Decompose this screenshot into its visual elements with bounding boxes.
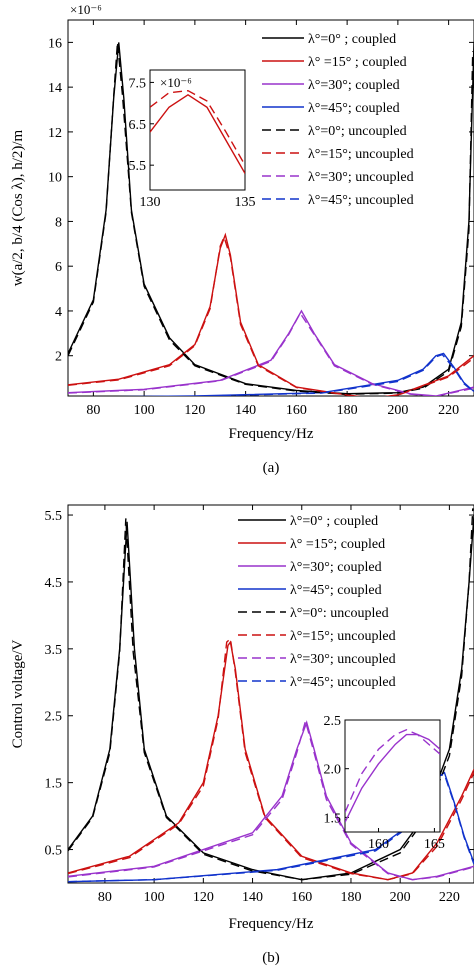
y-tick-label: 4.5 xyxy=(45,576,63,591)
legend-label: λ° =15° ; coupled xyxy=(308,55,407,70)
legend-label: λ°=0°; uncoupled xyxy=(308,124,407,139)
series-line-6 xyxy=(68,718,474,881)
legend-label: λ°=45°; coupled xyxy=(308,101,400,116)
x-tick-label: 140 xyxy=(235,403,256,418)
inset-y-tick-label: 2.0 xyxy=(324,763,342,778)
y-tick-label: 16 xyxy=(48,36,62,51)
legend-label: λ°=45°; uncoupled xyxy=(290,675,396,690)
y-exponent-label: ×10⁻⁶ xyxy=(70,2,102,17)
inset-series-line-1 xyxy=(345,728,440,813)
y-tick-label: 6 xyxy=(55,260,62,275)
plot-curves xyxy=(68,42,474,396)
x-axis-label: Frequency/Hz xyxy=(229,916,314,932)
legend: λ°=0° ; coupled λ° =15° ; coupled λ°=30°; … xyxy=(262,32,414,208)
y-tick-label: 0.5 xyxy=(45,844,63,859)
series-line-4 xyxy=(68,42,474,395)
inset-backdrop xyxy=(150,70,245,190)
y-tick-label: 4 xyxy=(55,305,62,320)
x-tick-label: 80 xyxy=(98,890,112,905)
y-tick-label: 10 xyxy=(48,171,62,186)
legend-label: λ° =15°; coupled xyxy=(290,537,385,552)
legend: λ°=0° ; coupled λ° =15°; coupled λ°=30°; c… xyxy=(238,514,396,690)
y-axis-label: Control voltage/V xyxy=(10,639,26,748)
x-tick-label: 120 xyxy=(193,890,214,905)
inset-y-tick-label: 5.5 xyxy=(129,159,147,174)
inset-y-tick-label: 2.5 xyxy=(324,714,342,729)
x-tick-label: 220 xyxy=(438,403,459,418)
y-axis-label: w(a/2, b/4 (Cos λ), h/2)/m xyxy=(10,129,26,286)
y-tick-label: 3.5 xyxy=(45,643,63,658)
x-tick-label: 100 xyxy=(134,403,155,418)
inset-backdrop xyxy=(345,720,440,832)
inset-x-tick-label: 165 xyxy=(424,837,445,852)
series-line-0 xyxy=(68,42,474,395)
legend-label: λ°=45°; coupled xyxy=(290,583,382,598)
y-tick-label: 14 xyxy=(48,81,62,96)
inset-y-tick-label: 6.5 xyxy=(129,118,147,133)
legend-label: λ°=30°; coupled xyxy=(290,560,382,575)
x-axis: 80 100 120 140 160 180 200 220 xyxy=(86,20,459,418)
y-tick-label: 5.5 xyxy=(45,509,63,524)
legend-label: λ°=45°; uncoupled xyxy=(308,193,414,208)
y-tick-label: 2 xyxy=(55,350,62,365)
y-tick-label: 8 xyxy=(55,215,62,230)
series-line-7 xyxy=(68,773,474,883)
legend-label: λ°=15°; uncoupled xyxy=(290,629,396,644)
x-tick-label: 120 xyxy=(184,403,205,418)
x-tick-label: 200 xyxy=(387,403,408,418)
inset-series-line-1 xyxy=(150,89,245,166)
x-tick-label: 220 xyxy=(439,890,460,905)
series-line-1 xyxy=(68,640,474,881)
x-tick-label: 160 xyxy=(291,890,312,905)
x-tick-label: 80 xyxy=(86,403,100,418)
y-tick-label: 2.5 xyxy=(45,710,63,725)
x-axis: 80 100 120 140 160 180 200 220 xyxy=(98,505,460,905)
legend-label: λ°=30°; coupled xyxy=(308,78,400,93)
y-axis: 2 4 6 8 10 12 14 16 xyxy=(48,36,474,365)
legend-label: λ°=15°; uncoupled xyxy=(308,147,414,162)
chart-panel-b: 80 100 120 140 160 180 200 220 0.5 1.5 2.5 3.5 4.5 5… xyxy=(10,504,474,966)
chart-panel-a: 80 100 120 140 160 180 200 220 2 4 6 8 10 12 14 16 ×10… xyxy=(10,2,474,476)
y-tick-label: 12 xyxy=(48,126,62,141)
inset-x-tick-label: 160 xyxy=(368,837,389,852)
legend-label: λ°=30°; uncoupled xyxy=(290,652,396,667)
x-tick-label: 180 xyxy=(337,403,358,418)
inset-x-tick-label: 130 xyxy=(140,195,161,210)
x-tick-label: 160 xyxy=(286,403,307,418)
plot-frame xyxy=(67,504,474,884)
plot-frame xyxy=(67,19,474,397)
inset-plot: ×10⁻⁶ 130 135 5.5 6.5 7.5 xyxy=(129,69,256,210)
inset-plot: 160 165 1.5 2.0 2.5 xyxy=(324,714,445,852)
figure-caption-b: (b) xyxy=(262,950,280,966)
figure-caption-a: (a) xyxy=(263,460,280,476)
x-tick-label: 200 xyxy=(390,890,411,905)
series-line-5 xyxy=(68,637,474,881)
y-tick-label: 1.5 xyxy=(45,777,63,792)
x-tick-label: 140 xyxy=(242,890,263,905)
legend-label: λ°=0°: uncoupled xyxy=(290,606,389,621)
inset-y-tick-label: 1.5 xyxy=(324,811,342,826)
inset-x-tick-label: 135 xyxy=(235,195,256,210)
inset-exponent-label: ×10⁻⁶ xyxy=(160,75,192,90)
legend-label: λ°=0° ; coupled xyxy=(308,32,396,47)
y-axis: 0.5 1.5 2.5 3.5 4.5 5.5 xyxy=(45,509,474,859)
series-line-4 xyxy=(68,508,474,881)
legend-label: λ°=0° ; coupled xyxy=(290,514,378,529)
series-line-2 xyxy=(68,309,474,396)
inset-frame xyxy=(149,69,246,191)
legend-label: λ°=30°; uncoupled xyxy=(308,170,414,185)
inset-series-line-0 xyxy=(150,93,245,174)
x-tick-label: 100 xyxy=(144,890,165,905)
series-line-6 xyxy=(68,311,474,396)
series-line-5 xyxy=(68,235,474,396)
x-axis-label: Frequency/Hz xyxy=(229,426,314,442)
inset-series-line-0 xyxy=(345,733,440,823)
x-tick-label: 180 xyxy=(340,890,361,905)
series-line-7 xyxy=(140,353,474,396)
inset-frame xyxy=(344,719,441,833)
inset-y-tick-label: 7.5 xyxy=(129,76,147,91)
